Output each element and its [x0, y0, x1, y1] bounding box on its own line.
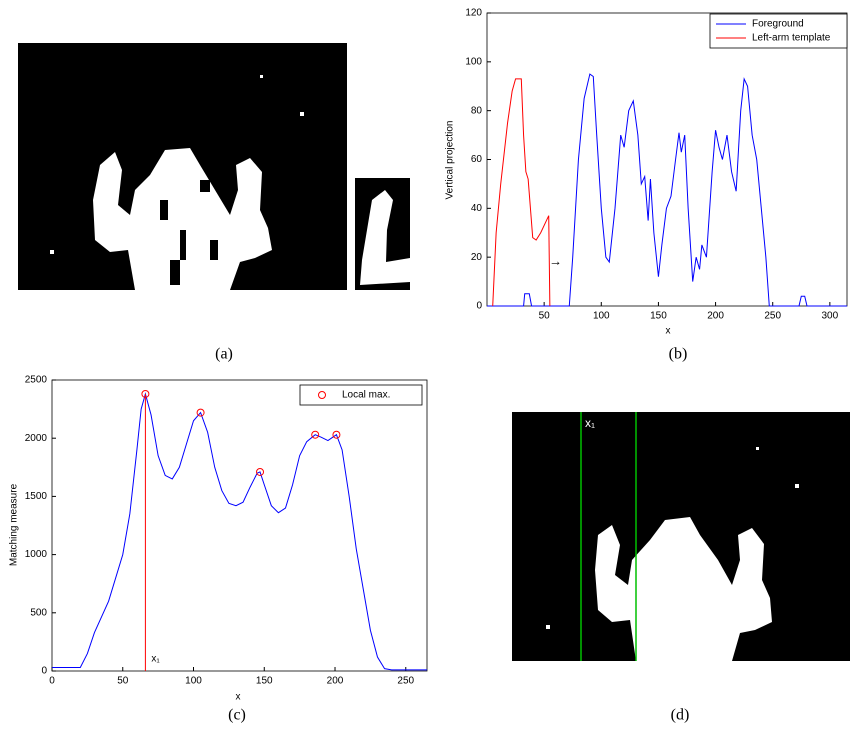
y-tick-label: 0	[41, 666, 47, 677]
y-tick-label: 120	[465, 8, 482, 19]
x-tick-label: 150	[256, 676, 273, 687]
x-tick-label: 150	[650, 311, 667, 322]
x-tick-label: 50	[539, 311, 551, 322]
x-tick-label: 200	[327, 676, 344, 687]
y-axis-label: Matching measure	[9, 483, 20, 566]
x-tick-label: 250	[397, 676, 414, 687]
y-tick-label: 2500	[25, 375, 48, 386]
x-tick-label: 100	[593, 311, 610, 322]
position-label: x₁	[585, 416, 595, 430]
x-tick-label: 300	[822, 311, 839, 322]
y-tick-label: 0	[476, 301, 482, 312]
legend-label: Local max.	[342, 390, 390, 401]
data-line	[487, 74, 847, 306]
legend-label: Left-arm template	[752, 33, 831, 44]
y-tick-label: 2000	[25, 433, 48, 444]
caption: (a)	[215, 346, 233, 363]
caption: (c)	[228, 707, 246, 724]
y-axis-label: Vertical projection	[445, 121, 456, 200]
data-line	[52, 394, 427, 670]
legend-label: Foreground	[752, 19, 804, 30]
annotation: x₁	[151, 654, 160, 665]
y-tick-label: 20	[471, 252, 483, 263]
annotation: →	[549, 253, 562, 268]
y-tick-label: 80	[471, 105, 483, 116]
caption: (d)	[671, 707, 690, 724]
y-tick-label: 1500	[25, 491, 48, 502]
y-tick-label: 1000	[25, 549, 48, 560]
x-tick-label: 200	[707, 311, 724, 322]
x-tick-label: 50	[117, 676, 129, 687]
caption: (b)	[669, 346, 688, 363]
plot-frame	[487, 13, 847, 306]
y-tick-label: 60	[471, 154, 483, 165]
figure: x₁ (a) (d) 0 20 40 60 80 100 120 50 100 150 200 250…	[0, 0, 850, 731]
x-tick-label: 0	[49, 676, 55, 687]
plot-frame	[52, 380, 427, 671]
x-axis-label: x	[236, 692, 241, 703]
y-tick-label: 100	[465, 56, 482, 67]
y-tick-label: 500	[30, 607, 47, 618]
y-tick-label: 40	[471, 203, 483, 214]
x-axis-label: x	[666, 326, 671, 337]
data-line	[493, 79, 550, 306]
x-tick-label: 250	[764, 311, 781, 322]
x-tick-label: 100	[185, 676, 202, 687]
